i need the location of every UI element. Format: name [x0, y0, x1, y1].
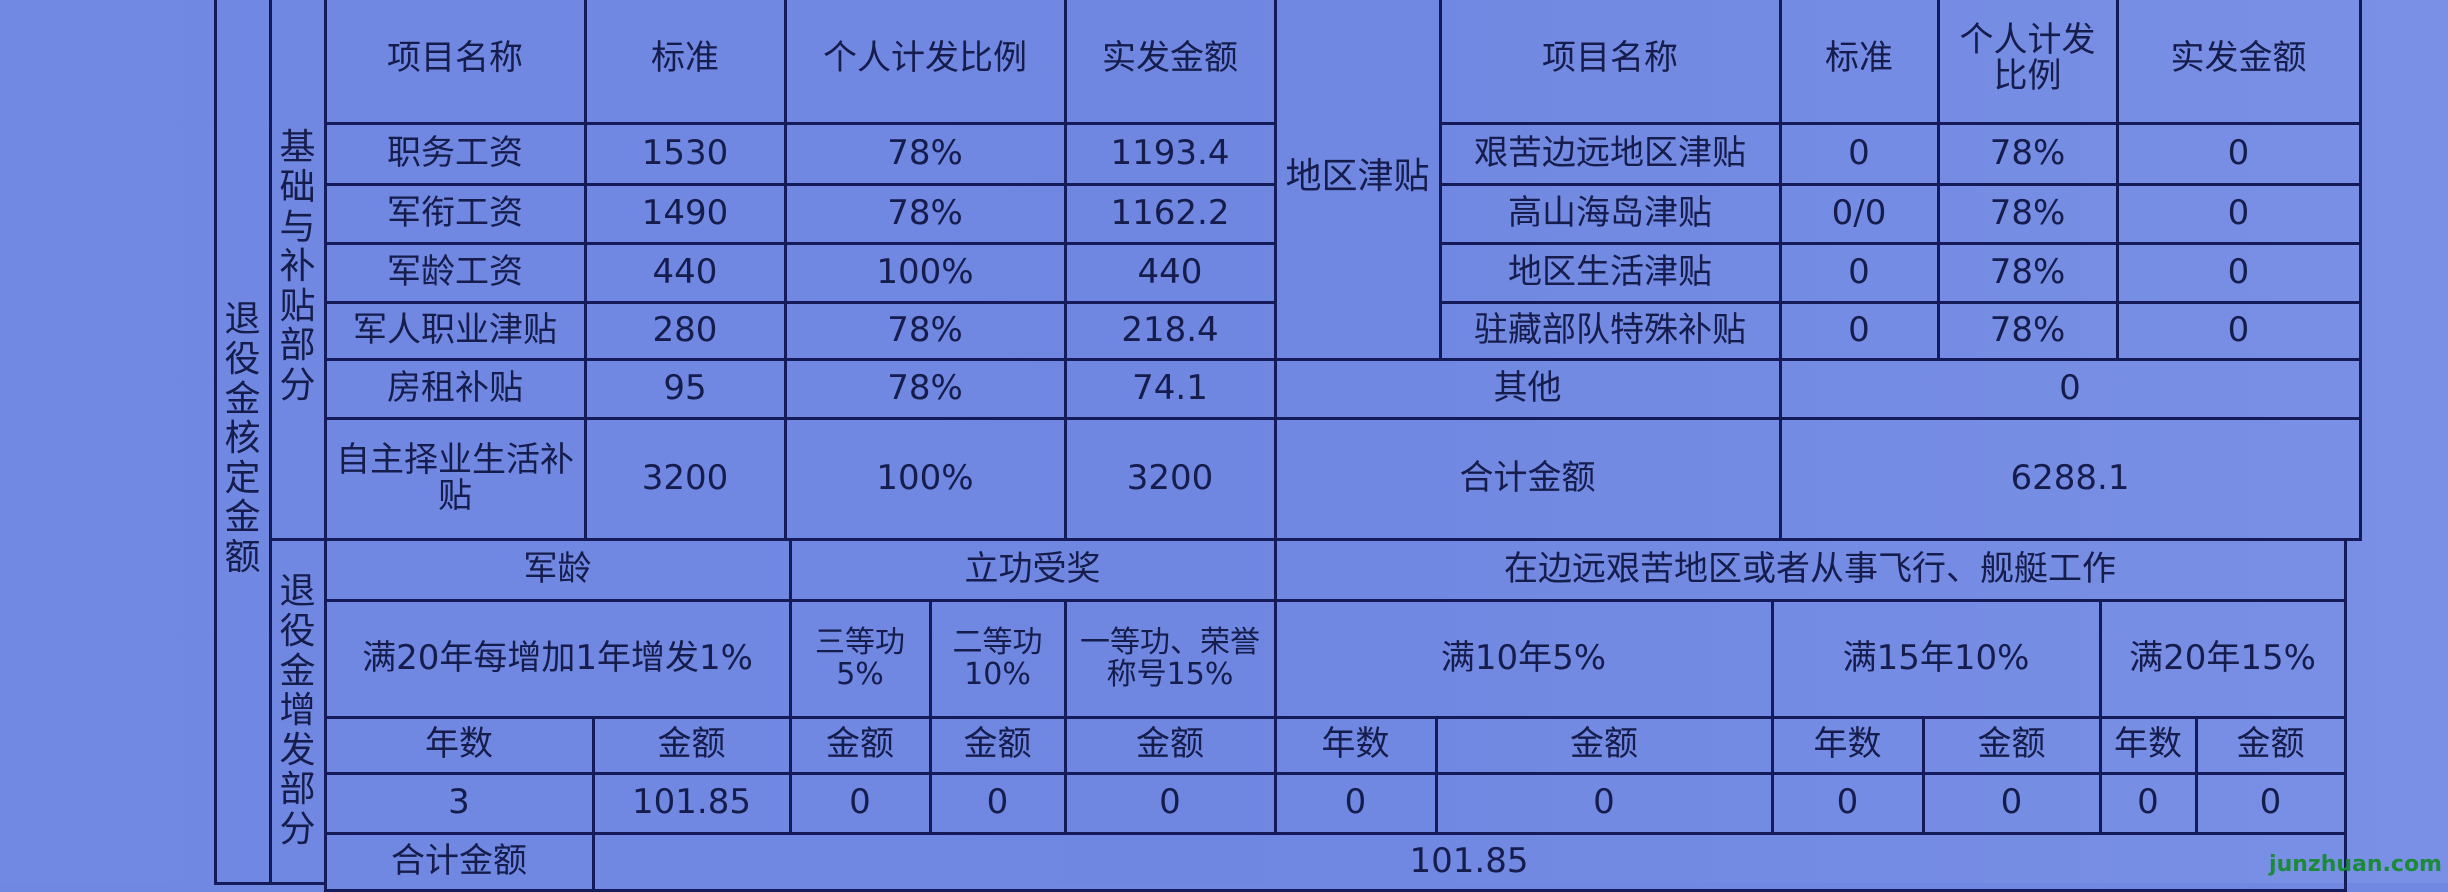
total-label: 合计金额 — [1273, 416, 1782, 541]
regional-table-cell: 78% — [1936, 241, 2119, 304]
basic-table-cell: 1490 — [583, 182, 787, 245]
regional-header-cell: 实发金额 — [2115, 0, 2362, 125]
basic-table-cell: 1162.2 — [1063, 182, 1277, 245]
increase-value-cell: 101.85 — [591, 771, 792, 835]
basic-section-label: 基础与补贴部分 — [268, 0, 327, 541]
other-label: 其他 — [1273, 357, 1782, 420]
regional-table-cell: 0 — [2115, 121, 2362, 186]
group-military-years: 军龄 — [323, 537, 792, 602]
regional-table-cell: 0 — [1778, 241, 1940, 304]
group-remote-service: 在边远艰苦地区或者从事飞行、舰艇工作 — [1273, 537, 2347, 602]
basic-table-cell: 440 — [583, 241, 787, 304]
increase-value-cell: 0 — [788, 771, 932, 835]
regional-table-cell: 0 — [1778, 300, 1940, 361]
basic-table-cell: 职务工资 — [323, 121, 587, 186]
basic-header-cell: 个人计发比例 — [783, 0, 1067, 125]
increase-column-header: 金额 — [1921, 715, 2102, 775]
increase-value-cell: 0 — [1770, 771, 1925, 835]
basic-table-cell: 280 — [583, 300, 787, 361]
regional-table-cell: 0/0 — [1778, 182, 1940, 245]
basic-table-cell: 440 — [1063, 241, 1277, 304]
basic-table-cell: 78% — [783, 357, 1067, 420]
increase-value-cell: 0 — [928, 771, 1067, 835]
regional-table-cell: 78% — [1936, 121, 2119, 186]
basic-table-cell: 军龄工资 — [323, 241, 587, 304]
basic-table-cell: 78% — [783, 300, 1067, 361]
increase-column-header: 金额 — [1434, 715, 1774, 775]
increase-column-header: 金额 — [591, 715, 792, 775]
increase-section-label: 退役金增发部分 — [268, 537, 327, 885]
basic-header-cell: 实发金额 — [1063, 0, 1277, 125]
increase-column-header: 年数 — [1273, 715, 1438, 775]
increase-rule-cell: 一等功、荣誉称号15% — [1063, 598, 1277, 719]
watermark: junzhuan.com — [2269, 852, 2442, 877]
regional-table-cell: 0 — [2115, 182, 2362, 245]
increase-rule-cell: 满10年5% — [1273, 598, 1774, 719]
basic-table-cell: 3200 — [1063, 416, 1277, 541]
increase-rule-cell: 满20年15% — [2098, 598, 2347, 719]
other-value: 0 — [1778, 357, 2362, 420]
basic-table-cell: 74.1 — [1063, 357, 1277, 420]
regional-header-cell: 标准 — [1778, 0, 1940, 125]
basic-header-cell: 标准 — [583, 0, 787, 125]
basic-table-cell: 78% — [783, 121, 1067, 186]
basic-table-cell: 房租补贴 — [323, 357, 587, 420]
increase-rule-cell: 满15年10% — [1770, 598, 2102, 719]
regional-table-cell: 高山海岛津贴 — [1438, 182, 1782, 245]
increase-column-header: 金额 — [1063, 715, 1277, 775]
increase-rule-cell: 满20年每增加1年增发1% — [323, 598, 792, 719]
increase-column-header: 金额 — [928, 715, 1067, 775]
increase-value-cell: 0 — [1273, 771, 1438, 835]
increase-value-cell: 0 — [2098, 771, 2198, 835]
regional-header-cell: 个人计发比例 — [1936, 0, 2119, 125]
total-value: 6288.1 — [1778, 416, 2362, 541]
regional-table-cell: 驻藏部队特殊补贴 — [1438, 300, 1782, 361]
basic-table-cell: 3200 — [583, 416, 787, 541]
regional-table-cell: 0 — [1778, 121, 1940, 186]
section-label: 退役金核定金额 — [213, 0, 272, 885]
group-merit-awards: 立功受奖 — [788, 537, 1277, 602]
increase-rule-cell: 三等功5% — [788, 598, 932, 719]
increase-column-header: 金额 — [788, 715, 932, 775]
increase-column-header: 金额 — [2194, 715, 2347, 775]
increase-column-header: 年数 — [323, 715, 595, 775]
basic-table-cell: 78% — [783, 182, 1067, 245]
regional-table-cell: 0 — [2115, 241, 2362, 304]
basic-header-cell: 项目名称 — [323, 0, 587, 125]
basic-table-cell: 218.4 — [1063, 300, 1277, 361]
regional-table-cell: 地区生活津贴 — [1438, 241, 1782, 304]
increase-value-cell: 0 — [1921, 771, 2102, 835]
regional-table-cell: 78% — [1936, 182, 2119, 245]
regional-table-cell: 0 — [2115, 300, 2362, 361]
regional-table-cell: 78% — [1936, 300, 2119, 361]
basic-table-cell: 军人职业津贴 — [323, 300, 587, 361]
basic-table-cell: 1193.4 — [1063, 121, 1277, 186]
increase-rule-cell: 二等功10% — [928, 598, 1067, 719]
regional-header-cell: 项目名称 — [1438, 0, 1782, 125]
basic-table-cell: 1530 — [583, 121, 787, 186]
regional-table-cell: 艰苦边远地区津贴 — [1438, 121, 1782, 186]
basic-table-cell: 100% — [783, 416, 1067, 541]
basic-table-cell: 100% — [783, 241, 1067, 304]
increase-value-cell: 3 — [323, 771, 595, 835]
regional-label: 地区津贴 — [1273, 0, 1442, 361]
increase-value-cell: 0 — [2194, 771, 2347, 835]
basic-table-cell: 自主择业生活补贴 — [323, 416, 587, 541]
increase-value-cell: 0 — [1063, 771, 1277, 835]
basic-table-cell: 95 — [583, 357, 787, 420]
increase-column-header: 年数 — [2098, 715, 2198, 775]
basic-table-cell: 军衔工资 — [323, 182, 587, 245]
increase-value-cell: 0 — [1434, 771, 1774, 835]
increase-column-header: 年数 — [1770, 715, 1925, 775]
